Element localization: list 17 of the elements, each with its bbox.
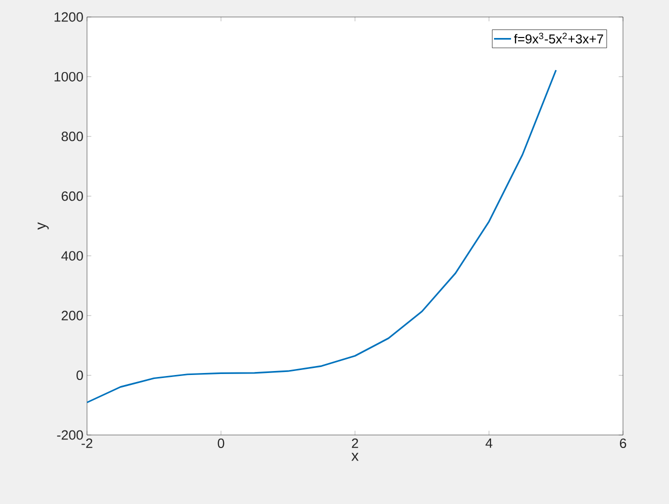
x-tick-label: 0 xyxy=(218,438,224,448)
x-tick-label: 6 xyxy=(620,438,626,448)
y-tick-label: 1200 xyxy=(54,12,83,22)
y-tick-label: 1000 xyxy=(54,72,83,82)
x-axis-title: x xyxy=(351,452,359,461)
y-tick-label: 600 xyxy=(62,191,83,201)
y-tick-label: 400 xyxy=(61,251,83,261)
legend-label: f=9x$^{3}$-5x$^{2}$+3x+7 xyxy=(514,32,604,44)
y-tick-label: -200 xyxy=(57,430,83,440)
x-tick-label: -2 xyxy=(82,438,92,448)
y-tick-label: 0 xyxy=(76,370,83,380)
y-tick-label: 200 xyxy=(62,310,83,320)
y-tick-label: 800 xyxy=(62,132,83,142)
y-axis-title: y xyxy=(38,222,49,230)
x-tick-label: 4 xyxy=(486,438,492,448)
line-series xyxy=(87,69,557,404)
x-tick-label: 2 xyxy=(352,438,358,448)
